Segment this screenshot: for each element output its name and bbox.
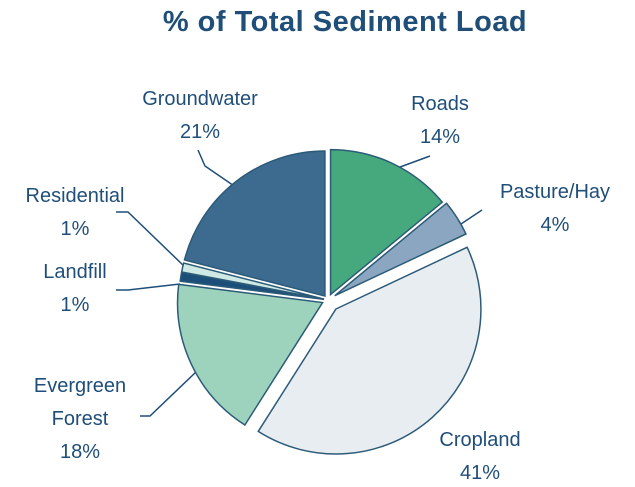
pie-slice (180, 262, 325, 300)
category-name: Cropland (439, 429, 521, 451)
leader-line (116, 211, 187, 269)
leader-line (197, 149, 241, 191)
slice-label: Landfill 1% (15, 256, 135, 322)
chart-title: % of Total Sediment Load (162, 6, 528, 38)
slice-label: Evergreen Forest 18% (15, 370, 145, 469)
value-label: 14% (419, 126, 461, 148)
category-name: Evergreen Forest (33, 375, 127, 430)
value-label: 1% (60, 294, 90, 316)
pie-slice (176, 283, 324, 427)
pie-slice (329, 148, 444, 297)
pie-slice (183, 150, 326, 298)
category-name: Residential (25, 185, 125, 207)
leader-line (457, 209, 483, 227)
slice-label: Groundwater 21% (120, 83, 280, 149)
slice-label: Roads 14% (380, 88, 500, 154)
category-name: Landfill (43, 261, 107, 283)
value-label: 1% (60, 218, 90, 240)
slice-label: Pasture/Hay 4% (470, 176, 635, 242)
slices (176, 148, 482, 455)
value-label: 4% (540, 214, 570, 236)
leader-line (116, 283, 181, 291)
value-label: 41% (459, 462, 501, 484)
slice-label: Residential 1% (0, 180, 150, 246)
category-name: Groundwater (142, 88, 258, 110)
category-name: Pasture/Hay (499, 181, 611, 203)
pie-slice (257, 246, 482, 455)
value-label: 18% (59, 441, 101, 463)
category-name: Roads (411, 93, 469, 115)
pie-slice (334, 202, 467, 297)
leader-line (140, 371, 197, 417)
slice-label: Cropland 41% (410, 424, 550, 487)
value-label: 21% (179, 121, 221, 143)
leader-lines (116, 149, 483, 417)
